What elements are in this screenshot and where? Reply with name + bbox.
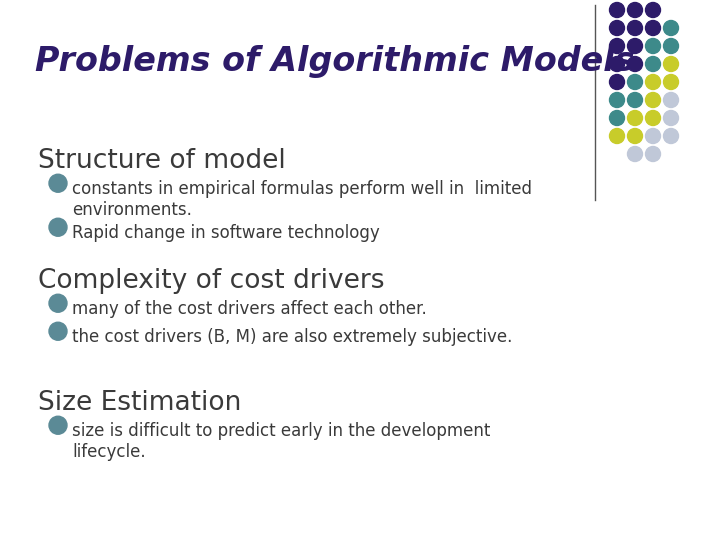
Ellipse shape [610,3,624,17]
Text: Rapid change in software technology: Rapid change in software technology [72,224,379,242]
Ellipse shape [646,3,660,17]
Ellipse shape [646,75,660,90]
Ellipse shape [610,57,624,71]
Text: the cost drivers (B, M) are also extremely subjective.: the cost drivers (B, M) are also extreme… [72,328,513,346]
Ellipse shape [646,57,660,71]
Ellipse shape [628,21,642,36]
Ellipse shape [664,75,678,90]
Ellipse shape [646,111,660,125]
Ellipse shape [610,92,624,107]
Ellipse shape [646,21,660,36]
Ellipse shape [628,3,642,17]
Ellipse shape [628,111,642,125]
Ellipse shape [49,416,67,434]
Ellipse shape [610,38,624,53]
Ellipse shape [664,92,678,107]
Ellipse shape [49,322,67,340]
Ellipse shape [628,75,642,90]
Ellipse shape [664,111,678,125]
Ellipse shape [610,111,624,125]
Ellipse shape [49,294,67,312]
Ellipse shape [49,218,67,236]
Ellipse shape [628,92,642,107]
Ellipse shape [628,146,642,161]
Text: many of the cost drivers affect each other.: many of the cost drivers affect each oth… [72,300,427,318]
Ellipse shape [664,38,678,53]
Text: size is difficult to predict early in the development
lifecycle.: size is difficult to predict early in th… [72,422,490,461]
Ellipse shape [628,38,642,53]
Text: Size Estimation: Size Estimation [38,390,241,416]
Ellipse shape [610,75,624,90]
Ellipse shape [664,129,678,144]
Text: Structure of model: Structure of model [38,148,286,174]
Ellipse shape [646,129,660,144]
Ellipse shape [664,21,678,36]
Ellipse shape [628,57,642,71]
Ellipse shape [49,174,67,192]
Ellipse shape [646,92,660,107]
Text: constants in empirical formulas perform well in  limited
environments.: constants in empirical formulas perform … [72,180,532,219]
Ellipse shape [610,129,624,144]
Ellipse shape [646,38,660,53]
Text: Problems of Algorithmic Models: Problems of Algorithmic Models [35,45,634,78]
Ellipse shape [646,146,660,161]
Ellipse shape [664,57,678,71]
Text: Complexity of cost drivers: Complexity of cost drivers [38,268,384,294]
Ellipse shape [628,129,642,144]
Ellipse shape [610,21,624,36]
